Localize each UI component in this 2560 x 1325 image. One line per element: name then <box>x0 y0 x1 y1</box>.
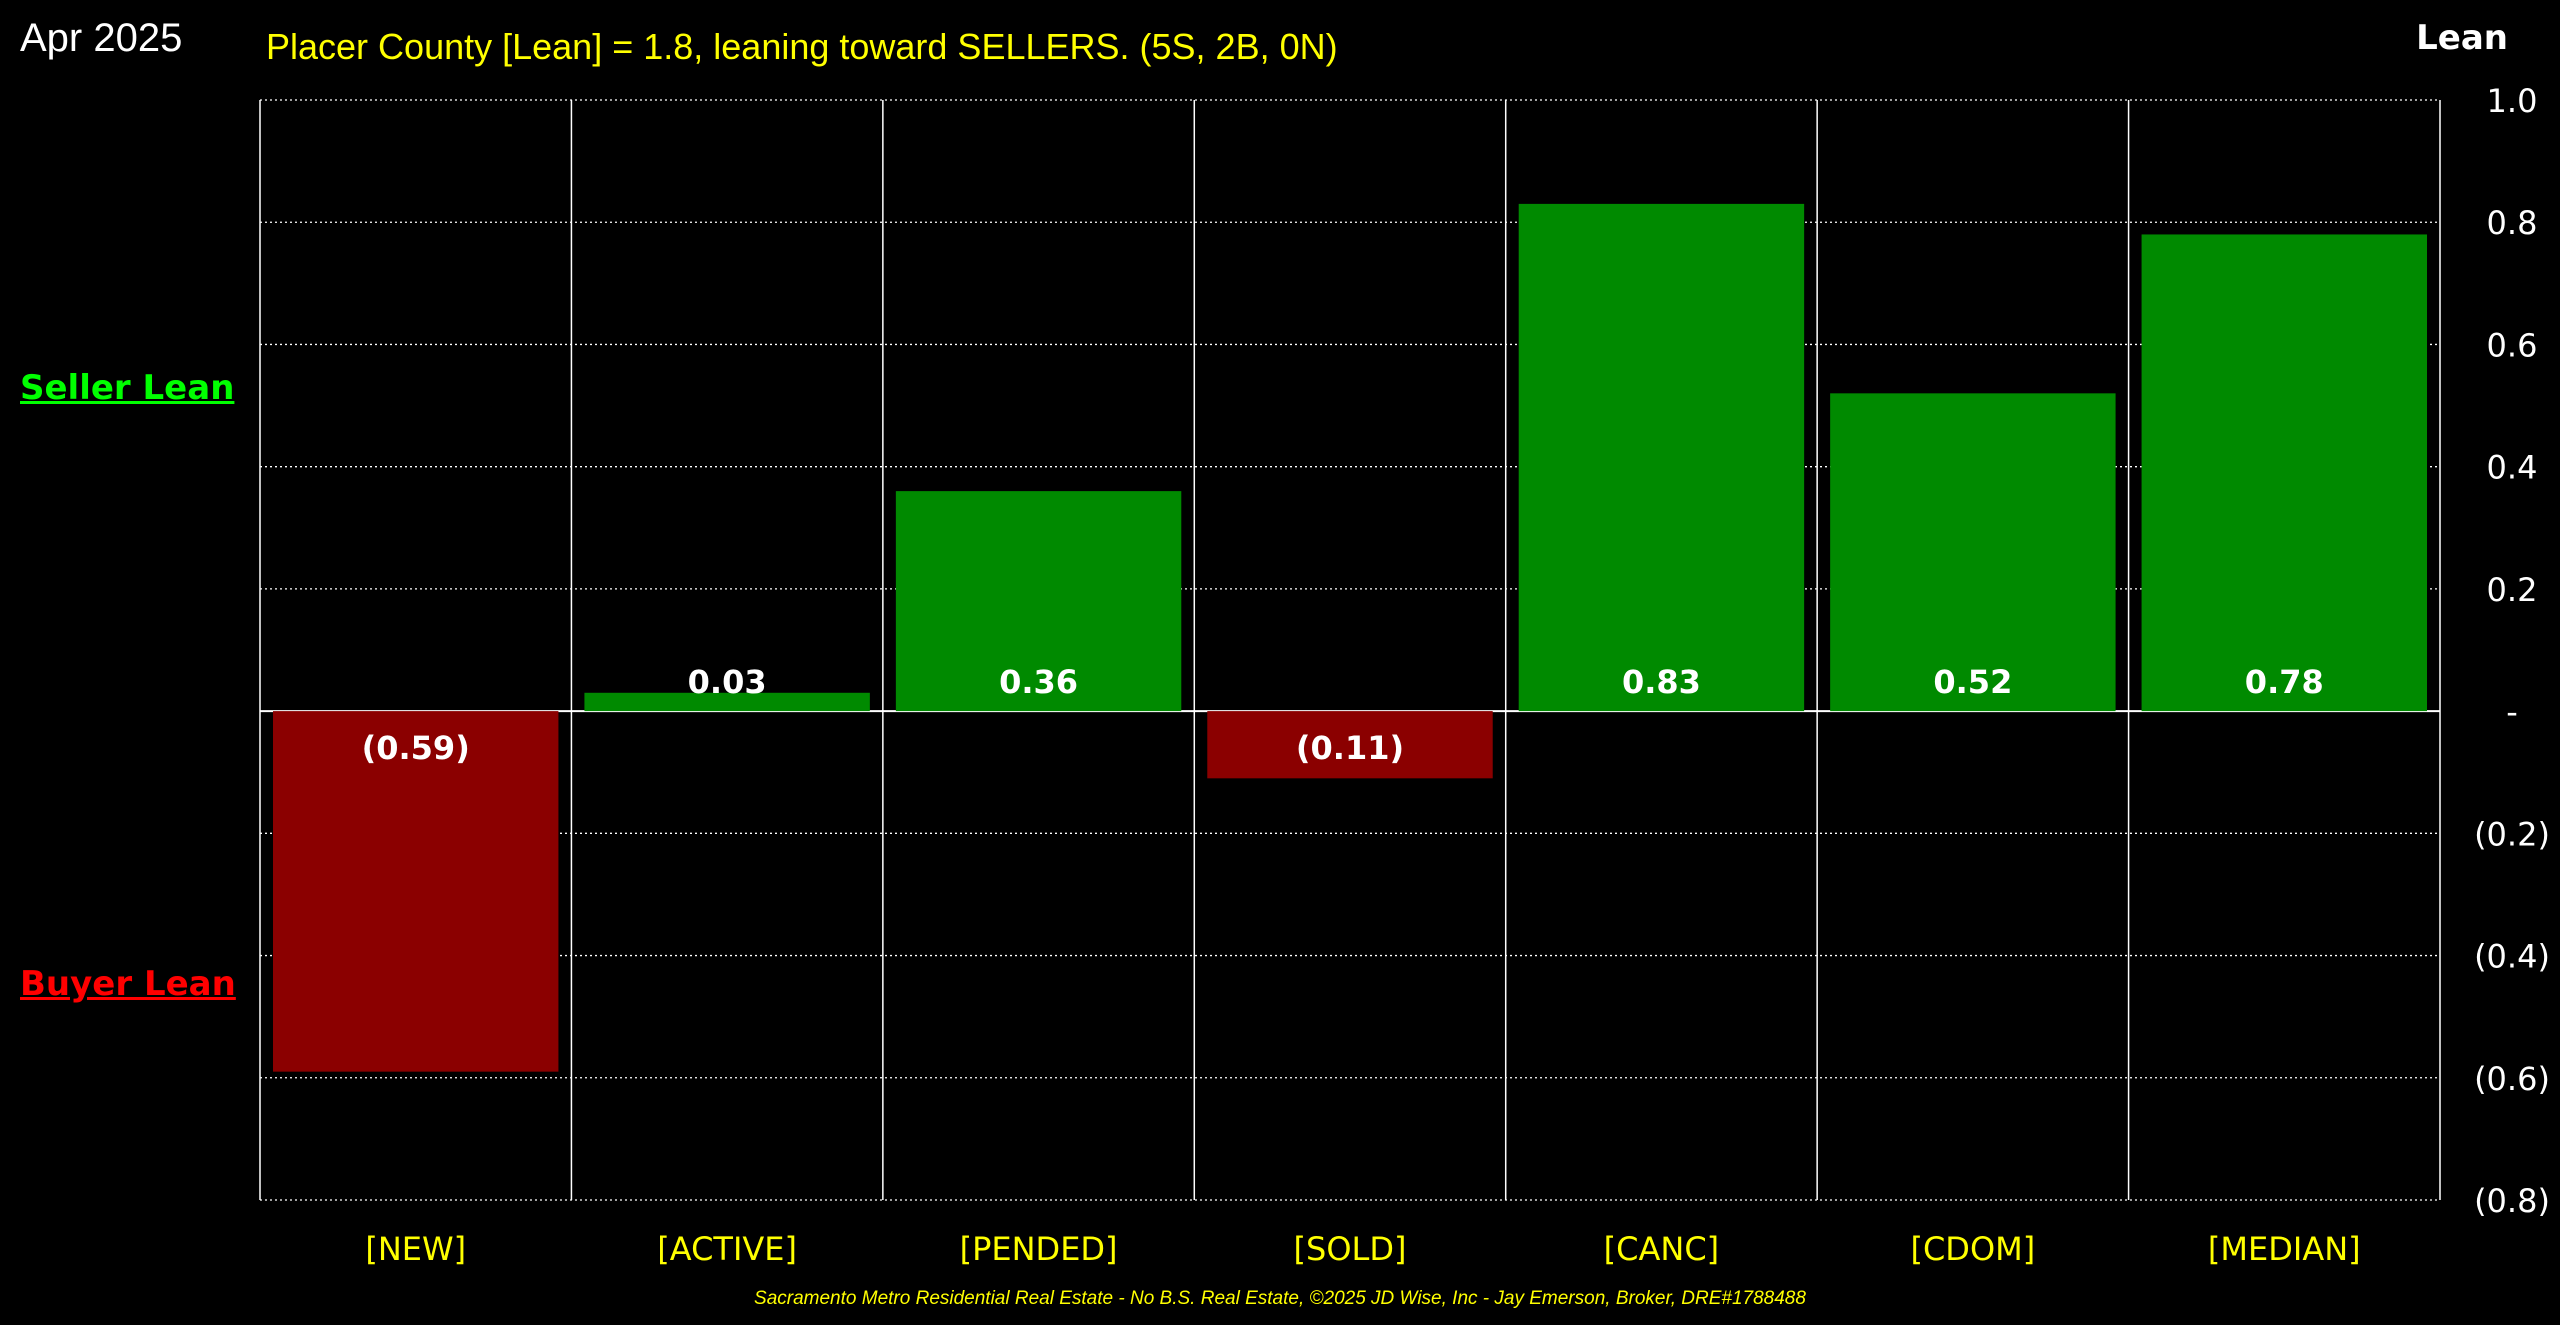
category-label: [CDOM] <box>1910 1230 2035 1268</box>
bar-canc <box>1518 203 1805 712</box>
y-tick-label: (0.4) <box>2474 938 2550 976</box>
data-label: 0.03 <box>688 663 767 701</box>
y-tick-label: (0.8) <box>2474 1182 2550 1220</box>
y-tick-label: 0.8 <box>2487 204 2538 242</box>
bar-cdom <box>1830 393 2116 712</box>
bar-active <box>584 692 870 712</box>
data-label: 0.36 <box>999 663 1078 701</box>
data-label: (0.11) <box>1296 729 1404 767</box>
bar-new <box>273 711 559 1072</box>
y-tick-label: 0.4 <box>2487 449 2538 487</box>
category-label: [CANC] <box>1604 1230 1719 1268</box>
bar-pended <box>895 491 1182 712</box>
data-label: 0.78 <box>2245 663 2324 701</box>
bar-sold <box>1207 711 1493 779</box>
y-tick-label: (0.6) <box>2474 1060 2550 1098</box>
y-axis-title: Lean <box>2416 18 2508 58</box>
category-label: [ACTIVE] <box>657 1230 797 1268</box>
y-tick-label: - <box>2506 693 2518 731</box>
category-label: [MEDIAN] <box>2208 1230 2361 1268</box>
category-label: [NEW] <box>365 1230 466 1268</box>
bar-layer <box>273 203 2427 1072</box>
y-tick-label: 0.2 <box>2487 571 2538 609</box>
seller-lean-label: Seller Lean <box>20 368 235 408</box>
bar-median <box>2141 234 2427 712</box>
category-label: [PENDED] <box>960 1230 1118 1268</box>
y-tick-label: 1.0 <box>2487 82 2538 120</box>
chart-title: Placer County [Lean] = 1.8, leaning towa… <box>266 26 1338 67</box>
report-date: Apr 2025 <box>20 16 183 60</box>
data-label: 0.83 <box>1622 663 1701 701</box>
y-tick-label: (0.2) <box>2474 815 2550 853</box>
y-tick-label: 0.6 <box>2487 326 2538 364</box>
footer-credit: Sacramento Metro Residential Real Estate… <box>754 1288 1806 1309</box>
buyer-lean-label: Buyer Lean <box>20 964 236 1004</box>
label-layer: 1.0 0.8 0.6 0.4 0.2 - (0.2) (0.4) (0.6) (0.8) (0.5… <box>362 82 2550 1268</box>
data-label: 0.52 <box>1933 663 2012 701</box>
data-label: (0.59) <box>362 729 470 767</box>
category-label: [SOLD] <box>1294 1230 1407 1268</box>
